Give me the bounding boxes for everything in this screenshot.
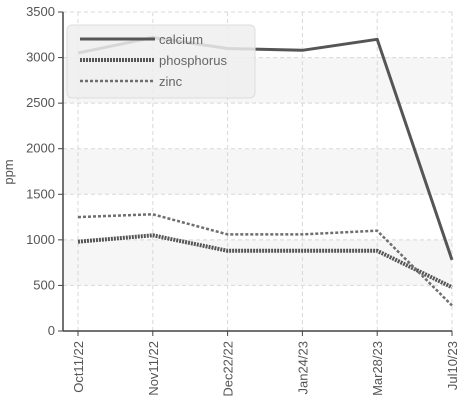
x-tick-label: Dec22/22	[221, 341, 236, 397]
series-line-zinc	[77, 213, 453, 307]
x-tick-label: Oct11/22	[71, 341, 86, 393]
y-tick-label: 3500	[26, 4, 55, 19]
y-tick-label: 1000	[26, 232, 55, 247]
y-tick-label: 1500	[26, 186, 55, 201]
y-tick-label: 2500	[26, 95, 55, 110]
y-tick-label: 0	[48, 323, 55, 338]
legend-label-phosphorus: phosphorus	[159, 53, 227, 68]
plot-band	[63, 148, 452, 195]
legend-label-zinc: zinc	[159, 74, 183, 89]
axes	[58, 11, 453, 336]
y-tick-label: 3000	[26, 50, 55, 65]
y-tick-label: 500	[33, 277, 55, 292]
plot-band	[63, 239, 452, 286]
x-tick-label: Jan24/23	[295, 341, 310, 395]
legend-label-calcium: calcium	[159, 32, 203, 47]
legend: calcium phosphorus zinc	[66, 24, 256, 99]
x-tick-label: Mar28/23	[370, 341, 385, 396]
y-tick-label: 2000	[26, 141, 55, 156]
x-tick-label: Nov11/22	[146, 341, 161, 396]
x-tick-labels: Oct11/22 Nov11/22 Dec22/22 Jan24/23 Mar28/23…	[71, 341, 460, 397]
y-tick-labels: 0 500 1000 1500 2000 2500 3000 3500	[26, 4, 55, 338]
legend-box	[66, 24, 256, 99]
y-axis-title: ppm	[1, 159, 16, 184]
x-tick-label: Jul10/23	[445, 341, 460, 390]
